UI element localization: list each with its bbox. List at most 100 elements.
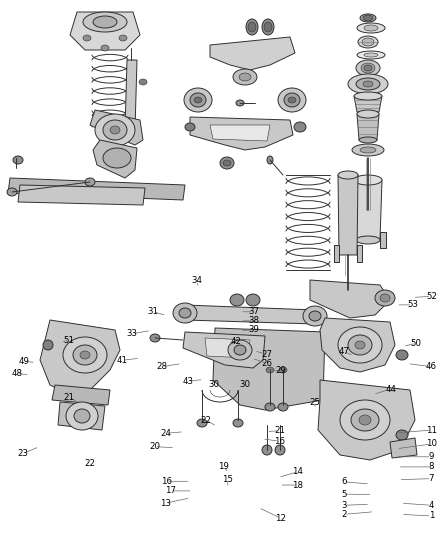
Ellipse shape <box>351 409 379 431</box>
Ellipse shape <box>233 419 243 427</box>
Ellipse shape <box>83 12 127 32</box>
Ellipse shape <box>364 25 378 31</box>
Text: 24: 24 <box>160 429 171 438</box>
Polygon shape <box>318 380 415 460</box>
Text: 48: 48 <box>11 369 22 377</box>
Ellipse shape <box>197 419 207 427</box>
Ellipse shape <box>267 156 273 164</box>
Ellipse shape <box>356 236 380 244</box>
Text: 42: 42 <box>231 337 242 346</box>
Text: 11: 11 <box>426 426 437 434</box>
Ellipse shape <box>278 88 306 112</box>
Text: 37: 37 <box>248 308 260 316</box>
Text: 49: 49 <box>19 357 29 366</box>
Ellipse shape <box>185 123 195 131</box>
Text: 9: 9 <box>429 453 434 461</box>
Text: 17: 17 <box>165 487 177 495</box>
Text: 12: 12 <box>275 514 286 522</box>
Text: 18: 18 <box>292 481 304 489</box>
Text: 4: 4 <box>429 501 434 510</box>
Polygon shape <box>320 318 395 372</box>
Ellipse shape <box>234 345 246 355</box>
Polygon shape <box>357 114 379 140</box>
Polygon shape <box>334 245 339 262</box>
Text: 20: 20 <box>149 442 160 451</box>
Polygon shape <box>210 37 295 70</box>
Ellipse shape <box>95 114 135 146</box>
Polygon shape <box>40 320 120 395</box>
Text: 1: 1 <box>429 512 434 520</box>
Ellipse shape <box>85 178 95 186</box>
Text: 28: 28 <box>156 362 168 371</box>
Polygon shape <box>357 245 362 262</box>
Polygon shape <box>210 125 270 141</box>
Ellipse shape <box>361 63 375 73</box>
Text: 41: 41 <box>116 356 127 365</box>
Text: 29: 29 <box>275 367 286 375</box>
Polygon shape <box>52 385 110 405</box>
Ellipse shape <box>230 294 244 306</box>
Polygon shape <box>213 328 325 410</box>
Ellipse shape <box>380 294 390 302</box>
Text: 51: 51 <box>64 336 75 344</box>
Ellipse shape <box>364 53 378 57</box>
Ellipse shape <box>362 38 374 46</box>
Polygon shape <box>338 175 358 255</box>
Ellipse shape <box>338 171 358 179</box>
Text: 34: 34 <box>191 276 203 285</box>
Ellipse shape <box>275 445 285 455</box>
Text: 52: 52 <box>426 292 437 301</box>
Ellipse shape <box>74 409 90 423</box>
Ellipse shape <box>80 351 90 359</box>
Text: 16: 16 <box>274 437 285 446</box>
Ellipse shape <box>179 308 191 318</box>
Text: 44: 44 <box>385 385 396 393</box>
Ellipse shape <box>264 22 272 32</box>
Polygon shape <box>93 140 137 178</box>
Ellipse shape <box>359 137 377 143</box>
Polygon shape <box>380 232 386 248</box>
Text: 21: 21 <box>63 393 74 401</box>
Ellipse shape <box>43 340 53 350</box>
Ellipse shape <box>364 65 372 71</box>
Ellipse shape <box>248 22 256 32</box>
Ellipse shape <box>13 156 23 164</box>
Ellipse shape <box>363 15 373 21</box>
Ellipse shape <box>63 337 107 373</box>
Text: 19: 19 <box>218 463 229 471</box>
Ellipse shape <box>228 340 252 360</box>
Ellipse shape <box>66 402 98 430</box>
Ellipse shape <box>73 345 97 365</box>
Polygon shape <box>390 438 417 458</box>
Polygon shape <box>125 60 137 130</box>
Ellipse shape <box>265 403 275 411</box>
Ellipse shape <box>278 403 288 411</box>
Text: 13: 13 <box>160 499 171 507</box>
Ellipse shape <box>262 445 272 455</box>
Text: 23: 23 <box>17 449 28 458</box>
Ellipse shape <box>194 97 202 103</box>
Ellipse shape <box>352 144 384 156</box>
Ellipse shape <box>83 35 91 41</box>
Ellipse shape <box>357 110 379 118</box>
Text: 50: 50 <box>410 339 422 348</box>
Ellipse shape <box>356 78 380 90</box>
Polygon shape <box>8 178 185 200</box>
Polygon shape <box>185 305 315 324</box>
Ellipse shape <box>396 430 408 440</box>
Ellipse shape <box>233 69 257 85</box>
Text: 7: 7 <box>429 474 434 483</box>
Ellipse shape <box>103 148 131 168</box>
Ellipse shape <box>173 303 197 323</box>
Ellipse shape <box>288 97 296 103</box>
Text: 25: 25 <box>309 398 320 407</box>
Ellipse shape <box>139 79 147 85</box>
Text: 15: 15 <box>222 475 233 484</box>
Polygon shape <box>90 110 143 145</box>
Ellipse shape <box>284 93 300 107</box>
Ellipse shape <box>354 175 382 185</box>
Text: 10: 10 <box>426 440 437 448</box>
Ellipse shape <box>184 88 212 112</box>
Text: 8: 8 <box>429 463 434 471</box>
Ellipse shape <box>359 415 371 425</box>
